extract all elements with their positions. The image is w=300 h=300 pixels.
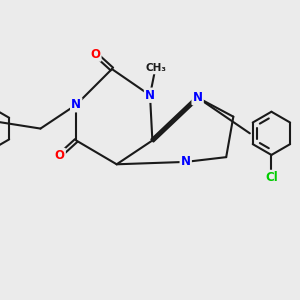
Text: N: N: [145, 89, 155, 102]
Text: N: N: [181, 155, 191, 168]
Text: N: N: [193, 91, 202, 104]
Text: CH₃: CH₃: [146, 63, 167, 73]
Text: O: O: [90, 47, 100, 61]
Text: N: N: [71, 98, 81, 111]
Text: O: O: [55, 149, 65, 162]
Text: Cl: Cl: [265, 171, 278, 184]
